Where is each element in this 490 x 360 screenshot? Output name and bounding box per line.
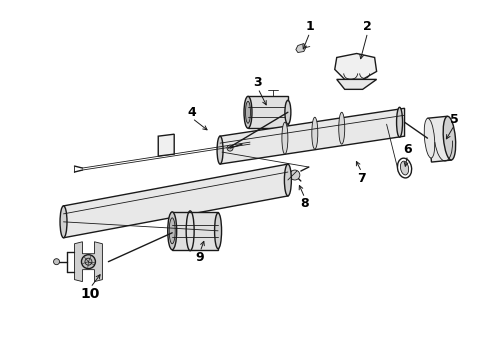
Ellipse shape xyxy=(81,255,96,269)
Ellipse shape xyxy=(53,259,59,265)
Text: 3: 3 xyxy=(254,76,262,89)
Polygon shape xyxy=(296,44,306,53)
Ellipse shape xyxy=(245,101,250,123)
Polygon shape xyxy=(335,54,377,80)
Text: 4: 4 xyxy=(188,106,196,119)
Text: 1: 1 xyxy=(305,20,314,33)
Polygon shape xyxy=(74,242,102,282)
Text: 2: 2 xyxy=(363,20,372,33)
Ellipse shape xyxy=(397,158,412,178)
Ellipse shape xyxy=(227,145,233,151)
Ellipse shape xyxy=(424,118,435,158)
Polygon shape xyxy=(427,116,451,162)
Polygon shape xyxy=(64,164,288,238)
Text: 5: 5 xyxy=(450,113,459,126)
Text: 8: 8 xyxy=(300,197,309,210)
Ellipse shape xyxy=(339,112,345,144)
Polygon shape xyxy=(337,80,377,89)
Ellipse shape xyxy=(400,161,409,175)
Ellipse shape xyxy=(215,213,221,249)
Ellipse shape xyxy=(290,170,300,180)
Ellipse shape xyxy=(244,96,252,128)
Ellipse shape xyxy=(443,116,456,160)
Ellipse shape xyxy=(85,258,92,265)
Polygon shape xyxy=(220,108,405,164)
Polygon shape xyxy=(248,96,288,128)
Text: 7: 7 xyxy=(357,171,366,185)
Ellipse shape xyxy=(285,100,291,124)
Text: 9: 9 xyxy=(196,251,204,264)
Text: 6: 6 xyxy=(403,143,412,156)
Ellipse shape xyxy=(217,136,223,164)
Ellipse shape xyxy=(282,122,288,154)
Ellipse shape xyxy=(396,107,403,137)
Ellipse shape xyxy=(60,206,67,238)
Ellipse shape xyxy=(284,164,292,196)
Text: 10: 10 xyxy=(81,287,100,301)
Ellipse shape xyxy=(312,117,318,149)
Ellipse shape xyxy=(169,218,175,244)
Polygon shape xyxy=(172,212,218,250)
Ellipse shape xyxy=(168,212,177,250)
Polygon shape xyxy=(158,134,174,156)
